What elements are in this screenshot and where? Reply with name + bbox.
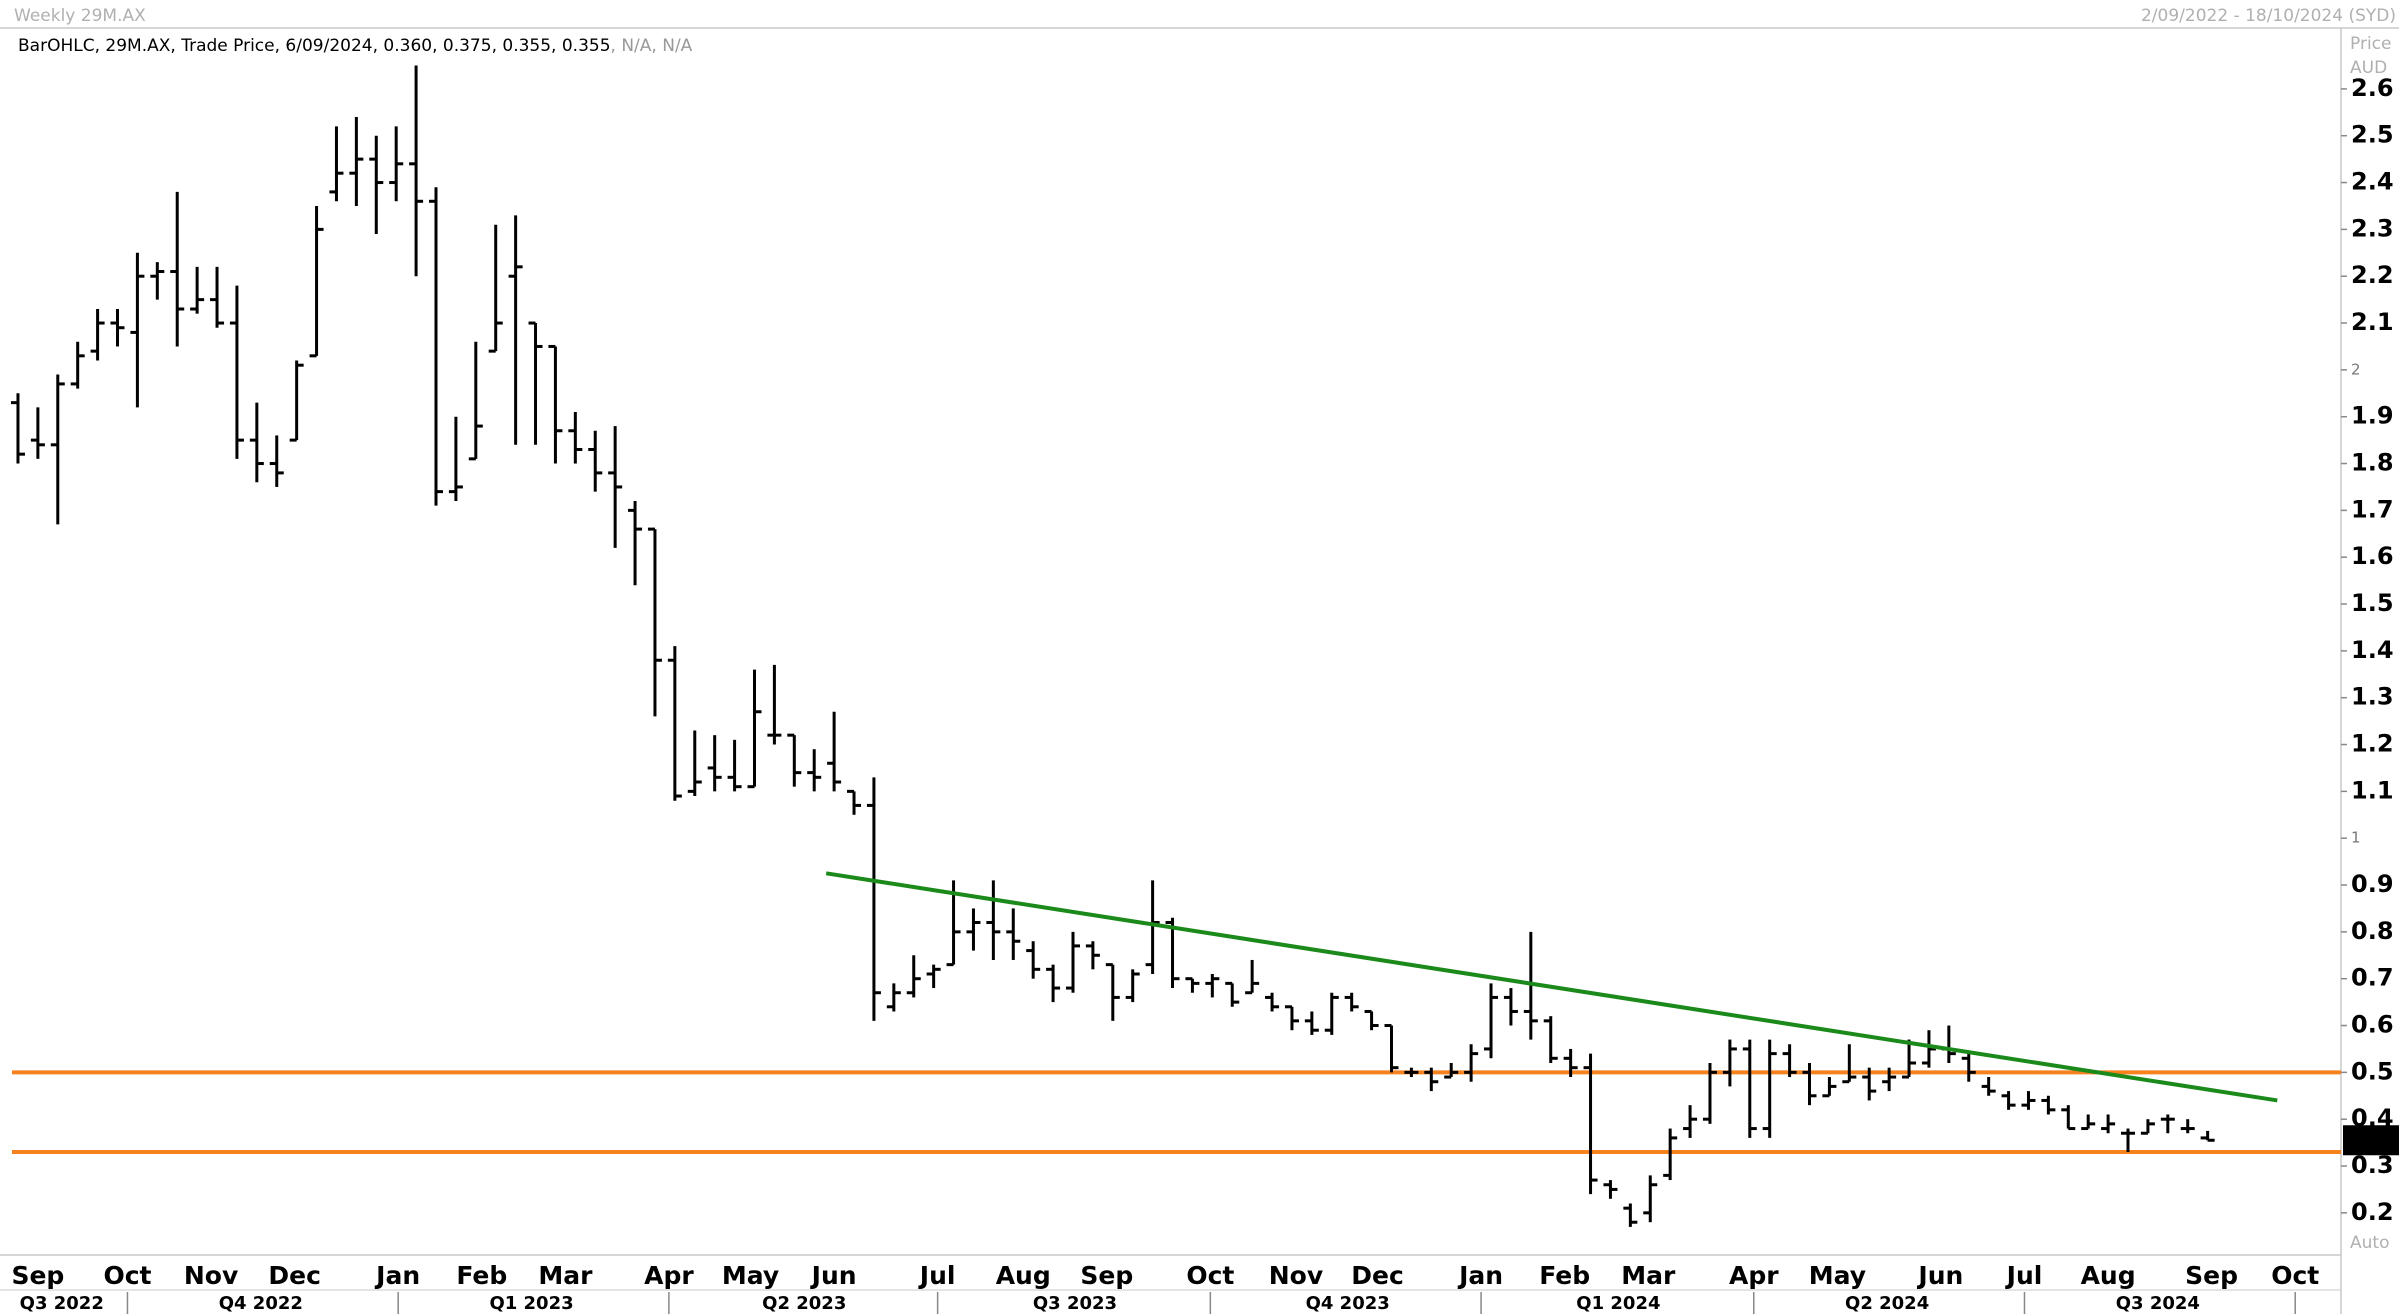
y-tick-label: 1.4 xyxy=(2351,636,2394,664)
y-tick-label: 2.1 xyxy=(2351,308,2394,336)
legend-item: BarOHLC xyxy=(18,36,95,56)
quarter-label: Q1 2023 xyxy=(489,1293,573,1314)
y-tick-label: 0.7 xyxy=(2351,964,2394,992)
x-tick-label: Nov xyxy=(184,1261,238,1290)
x-tick-label: Jan xyxy=(374,1261,420,1290)
y-tick-label: 2 xyxy=(2351,360,2361,378)
y-tick-label: 0.3 xyxy=(2351,1151,2394,1179)
y-tick-label: 2.6 xyxy=(2351,74,2394,102)
x-tick-label: Aug xyxy=(2081,1261,2136,1290)
y-tick-label: 2.2 xyxy=(2351,261,2394,289)
quarter-label: Q3 2022 xyxy=(20,1293,104,1314)
x-tick-label: Dec xyxy=(268,1261,321,1290)
x-tick-label: May xyxy=(722,1261,779,1290)
y-tick-label: 1.1 xyxy=(2351,776,2394,804)
x-tick-label: Feb xyxy=(1539,1261,1590,1290)
y-tick-label: 1.9 xyxy=(2351,402,2394,430)
x-tick-label: Oct xyxy=(2271,1261,2319,1290)
quarter-label: Q4 2022 xyxy=(219,1293,303,1314)
x-tick-label: Apr xyxy=(644,1261,694,1290)
quarter-label: Q4 2023 xyxy=(1306,1293,1390,1314)
y-tick-label: 1.5 xyxy=(2351,589,2394,617)
legend-item: 0.355 xyxy=(562,36,611,56)
legend: BarOHLC, 29M.AX, Trade Price, 6/09/2024,… xyxy=(18,36,693,56)
y-tick-label: 2.5 xyxy=(2351,121,2394,149)
y-tick-label: 1.8 xyxy=(2351,449,2394,477)
y-axis-label: AUD xyxy=(2350,58,2387,78)
x-tick-label: Nov xyxy=(1269,1261,1323,1290)
y-tick-label: 2.4 xyxy=(2351,168,2394,196)
quarter-label: Q3 2023 xyxy=(1033,1293,1117,1314)
quarter-label: Q3 2024 xyxy=(2116,1293,2200,1314)
legend-item: 0.360 xyxy=(383,36,432,56)
legend-item: 0.375 xyxy=(443,36,492,56)
last-price-label: 0.355 xyxy=(2347,1125,2399,1153)
y-tick-label: 0.8 xyxy=(2351,917,2394,945)
quarter-label: Q2 2023 xyxy=(762,1293,846,1314)
x-tick-label: Sep xyxy=(11,1261,64,1290)
y-tick-label: 0.5 xyxy=(2351,1057,2394,1085)
quarter-label: Q2 2024 xyxy=(1845,1293,1929,1314)
scale-mode: Auto xyxy=(2350,1233,2389,1253)
y-tick-label: 2.3 xyxy=(2351,214,2394,242)
legend-item: 29M.AX xyxy=(105,36,170,56)
y-tick-label: 1 xyxy=(2351,829,2361,847)
y-tick-label: 0.2 xyxy=(2351,1198,2394,1226)
x-tick-label: Feb xyxy=(456,1261,507,1290)
x-tick-label: Sep xyxy=(2185,1261,2238,1290)
quarter-label: Q1 2024 xyxy=(1576,1293,1660,1314)
y-tick-label: 1.7 xyxy=(2351,495,2394,523)
y-axis-label: Price xyxy=(2350,34,2391,54)
x-tick-label: May xyxy=(1809,1261,1866,1290)
legend-item: N/A xyxy=(621,36,651,56)
x-tick-label: Aug xyxy=(996,1261,1051,1290)
x-tick-label: Mar xyxy=(538,1261,593,1290)
x-tick-label: Jul xyxy=(2005,1261,2043,1290)
legend-item: 6/09/2024 xyxy=(285,36,372,56)
x-tick-label: Jan xyxy=(1457,1261,1503,1290)
y-tick-label: 1.6 xyxy=(2351,542,2394,570)
y-tick-label: 0.9 xyxy=(2351,870,2394,898)
x-tick-label: Apr xyxy=(1729,1261,1779,1290)
y-tick-label: 0.6 xyxy=(2351,1011,2394,1039)
trendline xyxy=(825,871,2278,1103)
x-tick-label: Jun xyxy=(1916,1261,1963,1290)
x-tick-label: Mar xyxy=(1621,1261,1676,1290)
x-tick-label: Dec xyxy=(1351,1261,1404,1290)
x-tick-label: Oct xyxy=(1186,1261,1234,1290)
legend-item: 0.355 xyxy=(502,36,551,56)
y-tick-label: 1.3 xyxy=(2351,683,2394,711)
x-tick-label: Oct xyxy=(103,1261,151,1290)
last-price-box xyxy=(2343,1125,2399,1156)
legend-item: Trade Price xyxy=(180,36,274,56)
x-tick-label: Sep xyxy=(1080,1261,1133,1290)
x-tick-label: Jul xyxy=(918,1261,956,1290)
chart-title: Weekly 29M.AX xyxy=(14,6,146,26)
date-range: 2/09/2022 - 18/10/2024 (SYD) xyxy=(2141,6,2396,26)
y-tick-label: 1.2 xyxy=(2351,730,2394,758)
x-tick-label: Jun xyxy=(810,1261,857,1290)
legend-item: N/A xyxy=(662,36,692,56)
